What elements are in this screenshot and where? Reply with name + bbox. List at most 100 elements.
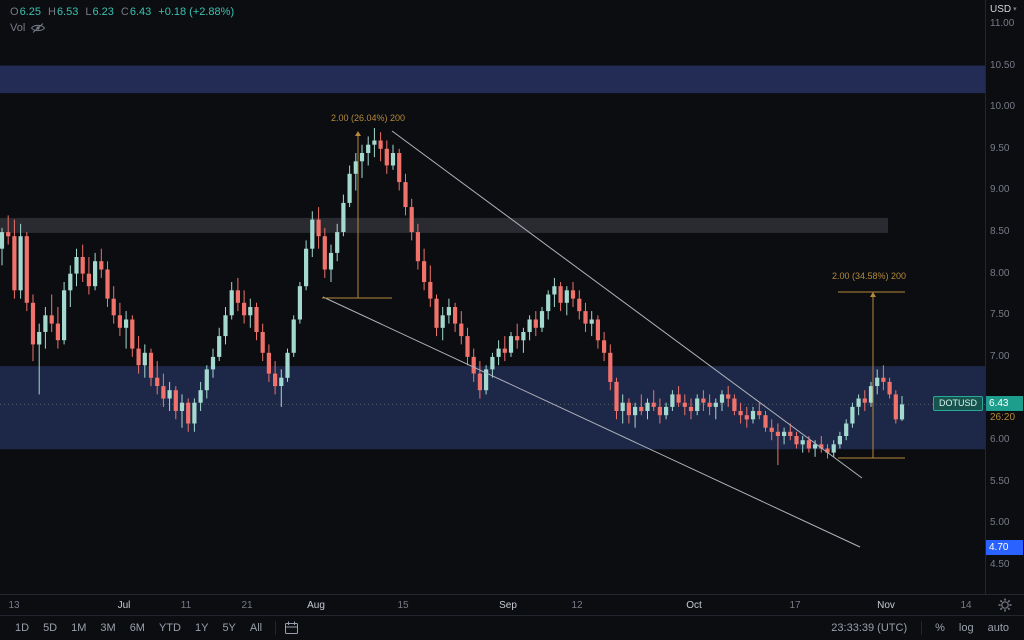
time-axis[interactable]: 13 Jul 11 21 Aug 15 Sep 12 Oct 17 Nov 14 — [0, 594, 1024, 615]
candle — [769, 419, 774, 441]
candle — [80, 244, 85, 282]
candle — [0, 227, 5, 266]
go-to-date-icon[interactable] — [284, 621, 299, 635]
volume-legend: Vol — [10, 22, 46, 34]
low-label: L — [85, 6, 92, 18]
candle — [782, 427, 787, 445]
open-label: O — [10, 6, 19, 18]
time-axis-label: Sep — [499, 600, 517, 611]
candle — [850, 402, 855, 428]
candle — [719, 390, 725, 411]
candle — [403, 173, 408, 216]
time-axis-label: Jul — [117, 600, 131, 611]
candle — [465, 327, 470, 366]
candle — [633, 402, 638, 428]
measurement-annotation[interactable]: 2.00 (26.04%) 200 — [322, 113, 405, 299]
candle — [831, 440, 836, 457]
candle — [788, 423, 793, 441]
measurement-label: 2.00 (34.58%) 200 — [832, 271, 906, 281]
time-axis-label: 21 — [241, 600, 253, 611]
candle — [210, 348, 216, 378]
candle — [602, 332, 607, 362]
candle — [657, 398, 662, 424]
candlestick-chart[interactable]: 2.00 (26.04%) 200 2.00 (34.58%) 200 — [0, 0, 985, 594]
candle — [620, 394, 625, 424]
candle — [515, 323, 520, 349]
candle — [502, 336, 507, 362]
candle — [37, 323, 42, 395]
bar-close-countdown: 26:20 — [990, 412, 1016, 423]
price-axis-label: 6.00 — [990, 434, 1010, 445]
candle — [217, 327, 222, 362]
candle — [62, 282, 67, 345]
candle — [254, 302, 259, 341]
range-6m[interactable]: 6M — [129, 622, 145, 634]
candle — [546, 290, 551, 320]
current-price-label: 6.43 — [986, 396, 1023, 411]
candle — [893, 390, 898, 424]
candle — [521, 327, 526, 353]
candle — [670, 390, 675, 411]
price-axis-label: 10.00 — [990, 101, 1016, 112]
percent-scale-toggle[interactable]: % — [935, 622, 945, 634]
candle — [167, 381, 172, 411]
currency-selector[interactable]: USD ▾ — [990, 4, 1017, 15]
candle — [409, 198, 414, 241]
price-zone[interactable] — [0, 217, 888, 233]
candle — [868, 381, 874, 407]
measurement-annotation[interactable]: 2.00 (34.58%) 200 — [832, 271, 906, 459]
candle — [701, 390, 706, 411]
candle — [235, 277, 240, 312]
close-label: C — [120, 6, 129, 18]
range-3m[interactable]: 3M — [100, 622, 116, 634]
trendline[interactable] — [322, 296, 861, 548]
candle — [260, 323, 265, 362]
candle — [800, 436, 805, 453]
candle — [304, 240, 309, 291]
candle — [738, 402, 743, 424]
candle — [192, 398, 197, 432]
candle — [198, 381, 203, 411]
candle — [366, 136, 371, 166]
time-tick-layer: 13 Jul 11 21 Aug 15 Sep 12 Oct 17 Nov 14 — [0, 595, 985, 616]
measurement-label: 2.00 (26.04%) 200 — [331, 113, 405, 123]
time-axis-label: Oct — [686, 600, 702, 611]
candle — [570, 282, 576, 307]
candle — [335, 223, 340, 262]
price-axis-label: 11.00 — [990, 18, 1015, 29]
trendline[interactable] — [391, 130, 863, 479]
price-axis[interactable]: USD ▾ 11.00 10.50 10.00 9.50 9.00 8.50 8.00 7.50… — [985, 0, 1024, 594]
range-1d[interactable]: 1D — [15, 622, 30, 634]
open-value: 6.25 — [19, 6, 41, 18]
log-scale-toggle[interactable]: log — [958, 622, 974, 634]
price-axis-label: 4.50 — [990, 559, 1010, 570]
candle — [310, 211, 315, 257]
range-all[interactable]: All — [249, 622, 263, 634]
candle — [18, 223, 23, 299]
clock-timezone[interactable]: 23:33:39 (UTC) — [831, 622, 908, 634]
close-value: 6.43 — [129, 6, 152, 18]
candle — [595, 315, 600, 349]
candle — [422, 248, 427, 291]
price-zone[interactable] — [0, 65, 985, 94]
price-zone[interactable] — [0, 366, 985, 450]
chart-pane[interactable]: 2.00 (26.04%) 200 2.00 (34.58%) 200 O6.25… — [0, 0, 985, 594]
candle — [390, 144, 396, 170]
range-ytd[interactable]: YTD — [158, 622, 181, 634]
candle — [12, 219, 17, 299]
gear-icon[interactable] — [998, 598, 1012, 612]
range-1m[interactable]: 1M — [71, 622, 87, 634]
range-5y[interactable]: 5Y — [222, 622, 236, 634]
time-axis-label: 13 — [8, 600, 20, 611]
toolbar-divider — [921, 621, 923, 635]
auto-scale-toggle[interactable]: auto — [987, 622, 1009, 634]
candle — [490, 352, 495, 378]
visibility-eye-icon[interactable] — [30, 22, 46, 34]
candle — [68, 265, 73, 307]
range-5d[interactable]: 5D — [43, 622, 58, 634]
range-1y[interactable]: 1Y — [194, 622, 209, 634]
candle — [43, 307, 48, 349]
candle — [713, 398, 718, 420]
high-label: H — [47, 6, 56, 18]
candle — [757, 402, 762, 420]
